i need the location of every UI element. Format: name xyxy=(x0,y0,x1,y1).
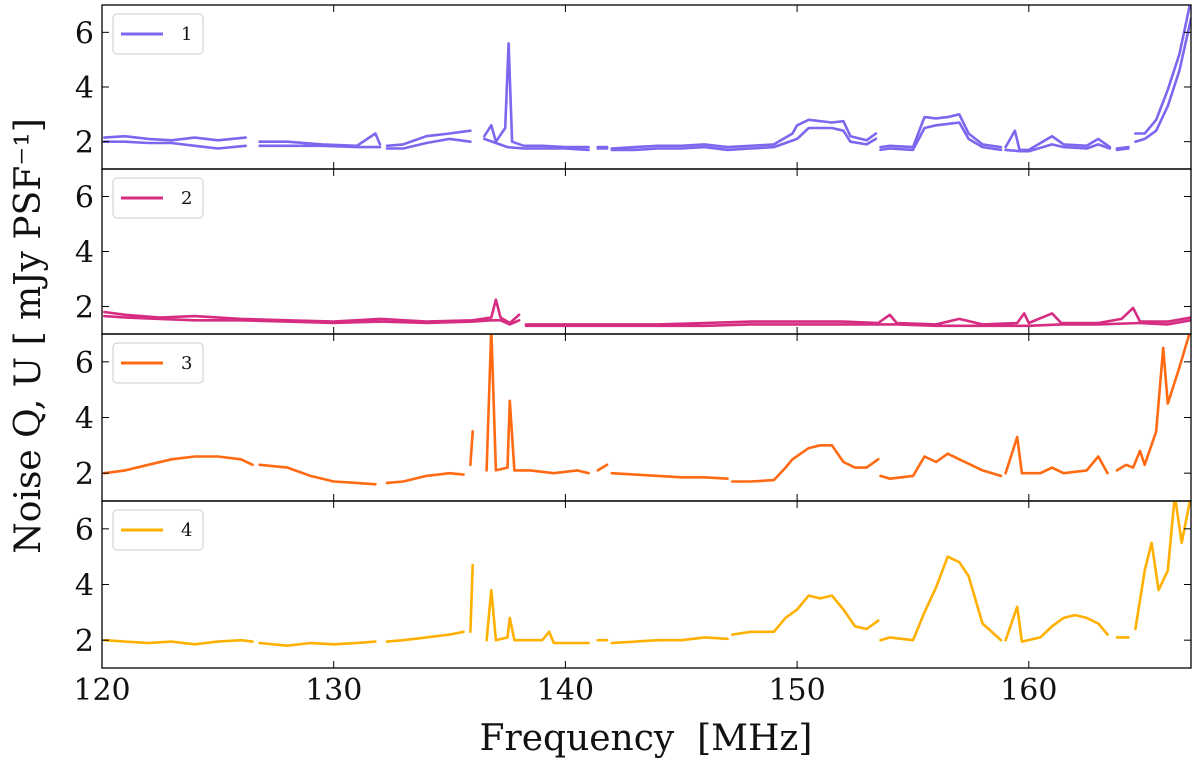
y-tick-label: 6 xyxy=(75,181,94,216)
series-line-panel1-s2-seg9 xyxy=(1115,147,1130,152)
panel-frame xyxy=(101,168,1192,335)
x-tick-label: 140 xyxy=(537,673,594,708)
y-tick-label: 4 xyxy=(75,402,94,437)
series-line-panel4-s1-seg3 xyxy=(385,630,465,643)
series-line-panel3-s1-seg3 xyxy=(385,471,465,485)
series-line-panel3-s1-seg4 xyxy=(469,430,474,467)
x-tick-label: 150 xyxy=(768,673,825,708)
x-tick-labels: 120 130 140 150 160 xyxy=(73,673,1057,708)
legend: 1 xyxy=(112,13,204,55)
series-line-panel1-s1-seg8 xyxy=(1004,129,1112,152)
legend: 2 xyxy=(112,177,204,219)
x-tick-label: 130 xyxy=(305,673,362,708)
series-line-panel4-s1-seg10 xyxy=(1004,605,1109,643)
series-line-panel1-s2-seg10 xyxy=(1134,17,1191,143)
series-line-panel1-s2-seg3 xyxy=(385,137,472,150)
series-group xyxy=(103,501,1191,647)
y-tick-label: 6 xyxy=(75,513,94,548)
panel-frame xyxy=(101,4,1192,170)
series-line-panel3-s1-seg5 xyxy=(485,334,590,475)
series-line-panel2-s2-seg1 xyxy=(103,314,521,326)
legend: 3 xyxy=(112,342,204,384)
series-line-panel3-s1-seg8 xyxy=(730,444,880,483)
y-tick-label: 2 xyxy=(75,457,94,492)
legend-label: 3 xyxy=(181,353,192,374)
series-line-panel3-s1-seg10 xyxy=(1004,435,1109,475)
series-line-panel1-s1-seg9 xyxy=(1115,145,1130,150)
series-line-panel4-s1-seg7 xyxy=(610,636,729,645)
series-line-panel4-s1-seg12 xyxy=(1134,501,1191,631)
y-tick-label: 6 xyxy=(75,346,94,381)
series-line-panel1-s1-seg2 xyxy=(258,132,382,148)
series-line-panel3-s1-seg11 xyxy=(1115,334,1191,472)
legend: 4 xyxy=(112,509,204,551)
series-line-panel3-s1-seg1 xyxy=(103,455,254,475)
series-line-panel1-s1-seg3 xyxy=(385,129,472,148)
series-line-panel1-s2-seg2 xyxy=(258,144,382,149)
series-line-panel3-s1-seg2 xyxy=(258,463,377,486)
series-line-panel1-s1-seg10 xyxy=(1134,5,1191,135)
series-group xyxy=(103,334,1191,486)
series-line-panel1-s2-seg4 xyxy=(483,137,590,152)
series-line-panel1-s1-seg1 xyxy=(103,134,247,142)
series-line-panel1-s1-seg6 xyxy=(610,118,878,150)
y-tick-label: 4 xyxy=(75,569,94,604)
x-tick-label: 120 xyxy=(73,673,130,708)
series-line-panel4-s1-seg5 xyxy=(485,588,590,645)
series-line-panel1-s1-seg4 xyxy=(483,42,590,149)
panel-3: 2 4 6 3 xyxy=(75,333,1192,502)
y-tick-label: 2 xyxy=(75,291,94,326)
series-line-panel1-s2-seg1 xyxy=(103,140,247,150)
series-line-panel3-s1-seg7 xyxy=(610,471,729,480)
series-group xyxy=(103,5,1191,153)
legend-label: 4 xyxy=(181,520,192,541)
y-tick-label: 4 xyxy=(75,71,94,106)
series-line-panel4-s1-seg1 xyxy=(103,638,254,646)
y-tick-label: 2 xyxy=(75,624,94,659)
y-tick-label: 2 xyxy=(75,126,94,161)
series-line-panel2-s1-seg1 xyxy=(103,298,521,325)
series-line-panel1-s2-seg6 xyxy=(610,126,878,152)
series-line-panel4-s1-seg8 xyxy=(730,594,880,636)
series-line-panel2-s2-seg2 xyxy=(524,319,1191,328)
series-line-panel3-s1-seg6 xyxy=(596,463,609,472)
y-tick-label: 4 xyxy=(75,236,94,271)
panel-1: 2 4 6 1 xyxy=(75,4,1192,170)
panels-layer: 2 4 6 1 2 4 6 2 2 4 6 3 2 4 6 4 120 130 140 150 160 xyxy=(73,4,1192,708)
series-line-panel3-s1-seg9 xyxy=(879,452,1003,480)
series-line-panel2-s1-seg2 xyxy=(524,306,1191,326)
y-tick-label: 6 xyxy=(75,16,94,51)
series-line-panel4-s1-seg4 xyxy=(469,563,474,634)
series-line-panel1-s1-seg7 xyxy=(879,113,1003,149)
legend-label: 1 xyxy=(181,24,192,45)
series-group xyxy=(103,298,1191,328)
series-line-panel4-s1-seg2 xyxy=(258,640,377,647)
y-axis-title: Noise Q, U [ mJy PSF⁻¹] xyxy=(8,118,49,553)
legend-label: 2 xyxy=(181,188,192,209)
series-line-panel1-s2-seg8 xyxy=(1004,143,1112,153)
series-line-panel4-s1-seg9 xyxy=(879,555,1003,642)
x-axis-title: Frequency [MHz] xyxy=(480,718,813,759)
series-line-panel1-s2-seg7 xyxy=(879,121,1003,152)
x-tick-label: 160 xyxy=(1000,673,1057,708)
panel-4: 2 4 6 4 xyxy=(75,500,1192,669)
panel-2: 2 4 6 2 xyxy=(75,168,1192,335)
